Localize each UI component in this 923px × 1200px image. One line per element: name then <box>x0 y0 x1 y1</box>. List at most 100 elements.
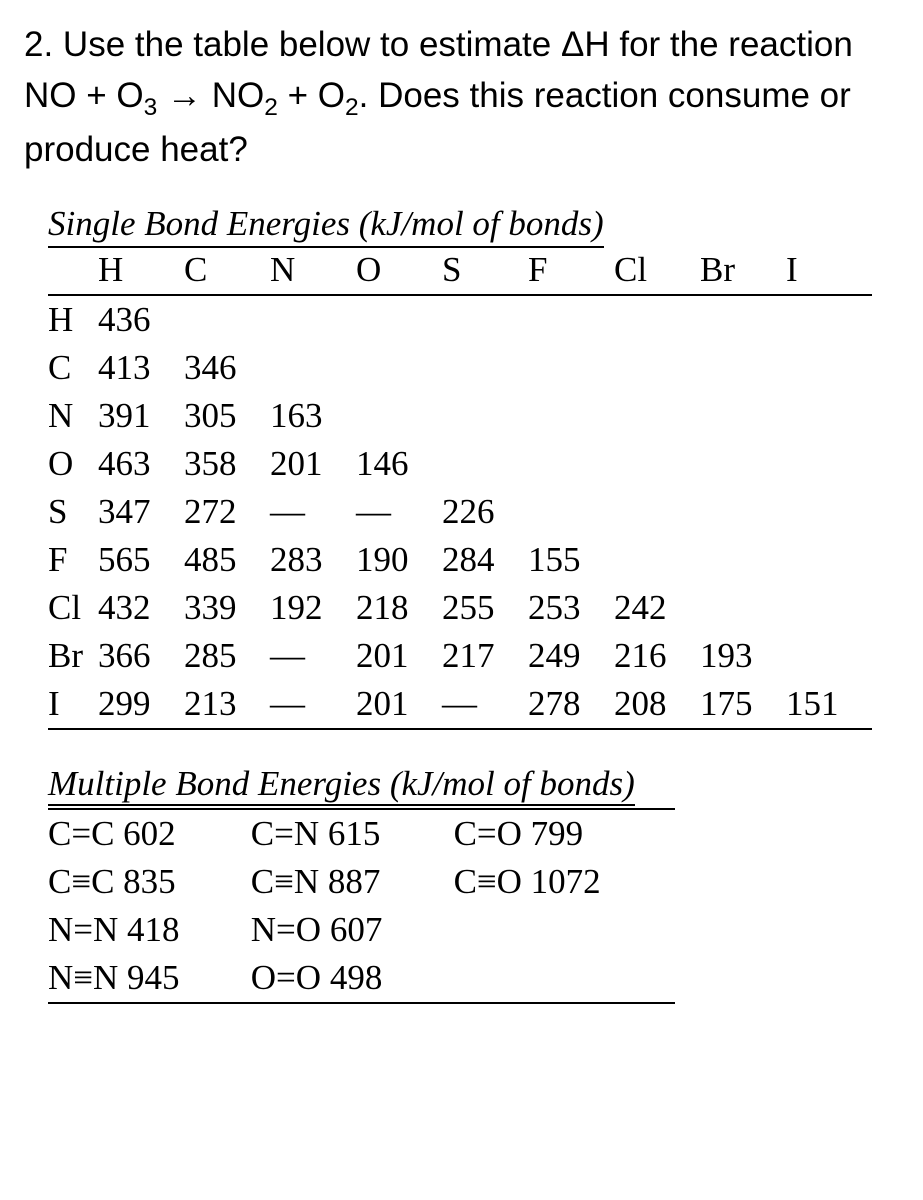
cell <box>270 344 356 392</box>
cell: 278 <box>528 680 614 729</box>
cell <box>356 295 442 344</box>
cell: 358 <box>184 440 270 488</box>
cell: 190 <box>356 536 442 584</box>
q-sub: 2 <box>345 94 359 121</box>
row-label: I <box>48 680 98 729</box>
cell: 391 <box>98 392 184 440</box>
row-label: H <box>48 295 98 344</box>
cell <box>786 344 872 392</box>
cell <box>786 488 872 536</box>
cell: 463 <box>98 440 184 488</box>
multi-title-cell: Multiple Bond Energies (kJ/mol of bonds) <box>48 760 675 809</box>
cell <box>442 295 528 344</box>
q-part: → NO <box>157 76 264 115</box>
cell <box>786 584 872 632</box>
cell: 226 <box>442 488 528 536</box>
col-header: O <box>356 246 442 295</box>
table-row: S347272——226 <box>48 488 872 536</box>
q-part: + O <box>278 76 345 115</box>
cell: 242 <box>614 584 700 632</box>
cell <box>614 392 700 440</box>
cell: 299 <box>98 680 184 729</box>
table-row: C≡C 835C≡N 887C≡O 1072 <box>48 858 675 906</box>
col-header: Cl <box>614 246 700 295</box>
multi-title-row: Multiple Bond Energies (kJ/mol of bonds) <box>48 760 675 809</box>
cell: 218 <box>356 584 442 632</box>
cell: 201 <box>356 632 442 680</box>
cell: 347 <box>98 488 184 536</box>
table-row: N≡N 945O=O 498 <box>48 954 675 1003</box>
cell: 285 <box>184 632 270 680</box>
cell: 146 <box>356 440 442 488</box>
cell: 151 <box>786 680 872 729</box>
cell: C=C 602 <box>48 809 251 858</box>
cell <box>700 440 786 488</box>
cell <box>700 488 786 536</box>
cell: 249 <box>528 632 614 680</box>
cell: 432 <box>98 584 184 632</box>
cell <box>700 344 786 392</box>
cell: 283 <box>270 536 356 584</box>
cell: 565 <box>98 536 184 584</box>
cell <box>786 392 872 440</box>
cell <box>700 536 786 584</box>
cell: — <box>356 488 442 536</box>
corner-cell <box>48 246 98 295</box>
col-header: I <box>786 246 872 295</box>
cell <box>442 344 528 392</box>
cell: 201 <box>270 440 356 488</box>
cell <box>700 392 786 440</box>
cell: 155 <box>528 536 614 584</box>
cell: 272 <box>184 488 270 536</box>
cell <box>528 488 614 536</box>
cell <box>442 392 528 440</box>
cell <box>528 344 614 392</box>
cell <box>442 440 528 488</box>
q-part: . Does this reaction consume or produce … <box>24 76 851 170</box>
cell: 436 <box>98 295 184 344</box>
cell: 366 <box>98 632 184 680</box>
cell <box>454 906 675 954</box>
cell: O=O 498 <box>251 954 454 1003</box>
table-row: H436 <box>48 295 872 344</box>
cell <box>614 536 700 584</box>
cell <box>700 584 786 632</box>
cell <box>528 392 614 440</box>
col-header: S <box>442 246 528 295</box>
row-label: F <box>48 536 98 584</box>
row-label: Br <box>48 632 98 680</box>
cell: 192 <box>270 584 356 632</box>
row-label: S <box>48 488 98 536</box>
header-row: HCNOSFClBrI <box>48 246 872 295</box>
tables-container: Single Bond Energies (kJ/mol of bonds) H… <box>24 204 899 1004</box>
cell <box>270 295 356 344</box>
cell: C=N 615 <box>251 809 454 858</box>
cell <box>786 295 872 344</box>
cell <box>356 344 442 392</box>
cell <box>356 392 442 440</box>
row-label: Cl <box>48 584 98 632</box>
single-bond-title: Single Bond Energies (kJ/mol of bonds) <box>48 204 604 248</box>
multiple-bond-table: Multiple Bond Energies (kJ/mol of bonds)… <box>48 760 675 1004</box>
cell <box>614 344 700 392</box>
cell: N=N 418 <box>48 906 251 954</box>
cell <box>700 295 786 344</box>
table-row: O463358201146 <box>48 440 872 488</box>
row-label: O <box>48 440 98 488</box>
cell: 255 <box>442 584 528 632</box>
col-header: Br <box>700 246 786 295</box>
cell: 213 <box>184 680 270 729</box>
cell: C≡N 887 <box>251 858 454 906</box>
question-text: 2. Use the table below to estimate ΔH fo… <box>24 20 899 176</box>
single-table-body: H436C413346N391305163O463358201146S34727… <box>48 295 872 729</box>
table-row: F565485283190284155 <box>48 536 872 584</box>
table-row: N391305163 <box>48 392 872 440</box>
single-bond-table: HCNOSFClBrI H436C413346N391305163O463358… <box>48 246 872 730</box>
multiple-bond-title: Multiple Bond Energies (kJ/mol of bonds) <box>48 764 635 806</box>
cell: 485 <box>184 536 270 584</box>
cell: C≡O 1072 <box>454 858 675 906</box>
cell: — <box>270 680 356 729</box>
cell: N=O 607 <box>251 906 454 954</box>
cell: 217 <box>442 632 528 680</box>
cell: — <box>442 680 528 729</box>
